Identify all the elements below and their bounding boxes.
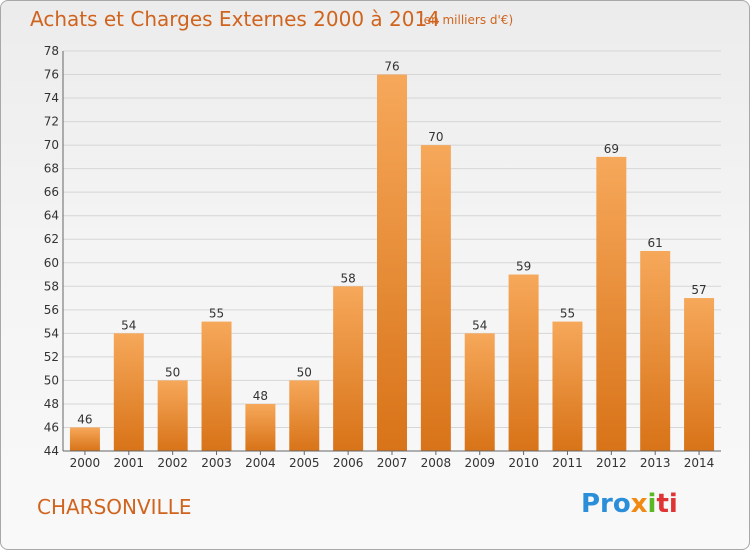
logo-part-4: ti xyxy=(656,489,678,519)
bar-2011 xyxy=(552,321,583,451)
value-label-2008: 70 xyxy=(428,130,443,144)
bar-2007 xyxy=(377,74,407,451)
value-label-2014: 57 xyxy=(691,283,706,297)
x-tick-label-2012: 2012 xyxy=(596,456,627,470)
value-label-2002: 50 xyxy=(165,365,180,379)
value-label-2006: 58 xyxy=(340,271,355,285)
x-tick-label-2008: 2008 xyxy=(421,456,452,470)
x-tick-label-2005: 2005 xyxy=(289,456,320,470)
logo-part-1: Pro xyxy=(581,489,631,519)
value-label-2004: 48 xyxy=(253,389,268,403)
y-tick-label: 64 xyxy=(44,209,59,223)
bar-2002 xyxy=(157,380,188,451)
bar-2009 xyxy=(464,333,495,451)
x-tick-label-2000: 2000 xyxy=(70,456,101,470)
bar-2001 xyxy=(113,333,144,451)
x-tick-label-2003: 2003 xyxy=(201,456,232,470)
bar-2006 xyxy=(333,286,364,451)
x-axis-ticks: 2000 2001 2002 2003 2004 2005 2006 2007 2008 2009… xyxy=(70,451,715,470)
proxiti-logo: Proxiti xyxy=(581,489,678,519)
x-tick-label-2010: 2010 xyxy=(508,456,539,470)
axes xyxy=(62,51,721,452)
value-labels: 46 54 50 55 48 50 58 76 70 54 59 55 69 61 57 xyxy=(77,60,706,427)
value-label-2000: 46 xyxy=(77,412,92,426)
bar-2004 xyxy=(245,403,276,451)
x-tick-label-2004: 2004 xyxy=(245,456,276,470)
bar-2005 xyxy=(289,380,320,451)
logo-part-2: x xyxy=(630,489,648,519)
x-tick-label-2009: 2009 xyxy=(464,456,495,470)
x-tick-label-2013: 2013 xyxy=(640,456,671,470)
bar-2003 xyxy=(201,321,232,451)
value-label-2003: 55 xyxy=(209,307,224,321)
x-tick-label-2006: 2006 xyxy=(333,456,364,470)
y-tick-label: 58 xyxy=(44,279,59,293)
x-tick-label-2001: 2001 xyxy=(114,456,145,470)
y-tick-label: 66 xyxy=(44,185,59,199)
place-name: CHARSONVILLE xyxy=(37,495,192,519)
y-tick-label: 72 xyxy=(44,115,59,129)
y-tick-label: 74 xyxy=(44,91,59,105)
x-tick-label-2011: 2011 xyxy=(552,456,583,470)
bar-2012 xyxy=(596,156,627,451)
x-tick-label-2014: 2014 xyxy=(684,456,715,470)
y-tick-label: 76 xyxy=(44,68,59,82)
bar-2010 xyxy=(508,274,539,451)
y-tick-label: 52 xyxy=(44,350,59,364)
bars xyxy=(69,74,715,451)
y-tick-label: 50 xyxy=(44,373,59,387)
y-tick-label: 46 xyxy=(44,420,59,434)
value-label-2010: 59 xyxy=(516,260,531,274)
value-label-2009: 54 xyxy=(472,318,487,332)
bar-2013 xyxy=(640,251,671,451)
bar-2014 xyxy=(684,298,715,451)
y-tick-label: 70 xyxy=(44,138,59,152)
y-tick-label: 48 xyxy=(44,397,59,411)
y-tick-label: 44 xyxy=(44,444,59,458)
chart-unit: (en milliers d'€) xyxy=(419,13,514,27)
x-tick-label-2007: 2007 xyxy=(377,456,408,470)
y-tick-label: 68 xyxy=(44,162,59,176)
y-tick-label: 78 xyxy=(44,44,59,58)
value-label-2005: 50 xyxy=(297,365,312,379)
value-label-2013: 61 xyxy=(648,236,663,250)
logo-part-3: i xyxy=(647,489,657,519)
bar-2008 xyxy=(420,145,451,451)
bar-2000 xyxy=(69,427,100,451)
value-label-2007: 76 xyxy=(384,60,399,74)
y-tick-label: 60 xyxy=(44,256,59,270)
chart-title: Achats et Charges Externes 2000 à 2014 xyxy=(30,7,440,31)
y-tick-label: 54 xyxy=(44,326,59,340)
value-label-2001: 54 xyxy=(121,318,136,332)
x-tick-label-2002: 2002 xyxy=(157,456,188,470)
y-tick-label: 62 xyxy=(44,232,59,246)
value-label-2012: 69 xyxy=(604,142,619,156)
y-tick-label: 56 xyxy=(44,303,59,317)
y-axis-ticks: 44 46 48 50 52 54 56 58 60 62 64 66 68 70 72 74 76 78 xyxy=(44,44,59,458)
value-label-2011: 55 xyxy=(560,307,575,321)
